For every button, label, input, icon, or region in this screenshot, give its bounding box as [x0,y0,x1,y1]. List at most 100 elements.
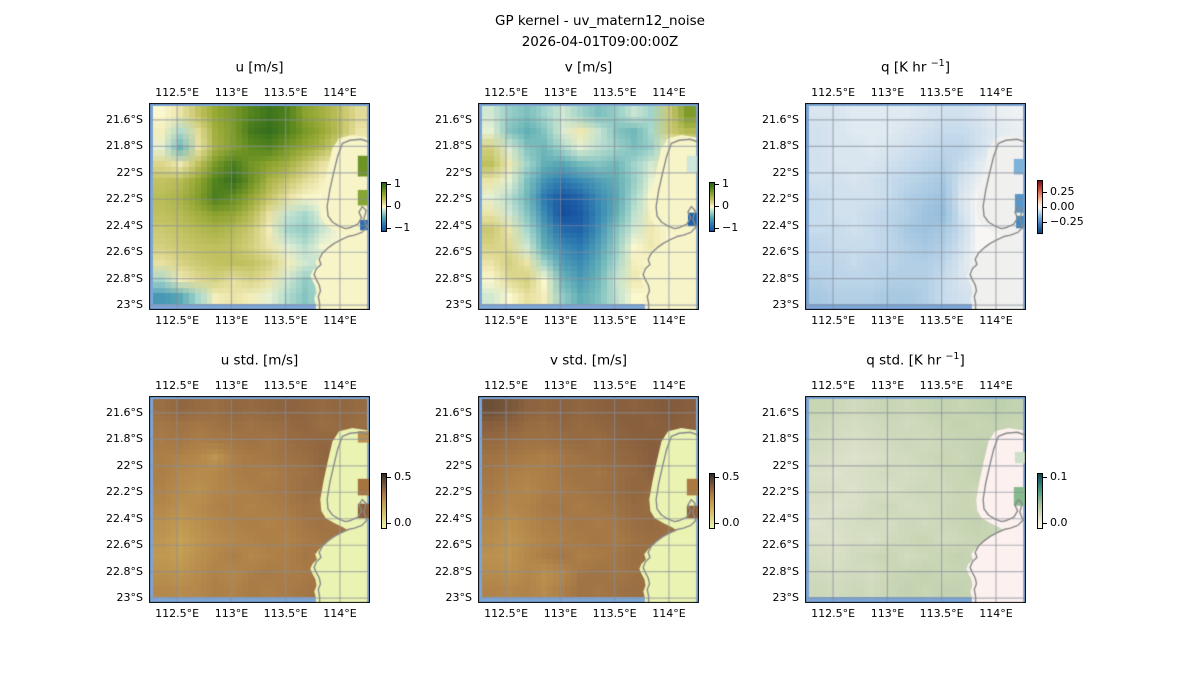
colorbar-tick [1043,523,1047,525]
x-tick-label: 114°E [652,379,686,392]
colorbar-tick [715,476,719,478]
colorbar-tick [387,227,391,229]
x-tick-label: 112.5°E [811,86,856,99]
q_std-colorbar [1037,473,1043,529]
u_std-colorbar [381,473,387,529]
panel-u: u [m/s] [149,60,370,310]
y-tick-label: 22.8°S [435,271,472,285]
panel-q-std: q std. [K hr −1] [805,351,1026,603]
x-tick-label: 113.5°E [919,607,964,620]
q-colorbar [1037,180,1043,234]
x-tick-label: 114°E [979,607,1013,620]
v-std-panel-title: v std. [m/s] [549,352,628,369]
x-tick-label: 113°E [543,607,578,620]
y-tick-label: 22.8°S [435,564,472,578]
colorbar-tick [1043,207,1047,209]
v_std-colorbar [709,473,715,529]
x-tick-label: 113.5°E [263,379,308,392]
y-tick-label: 21.6°S [762,405,799,419]
u-colorbar [381,182,387,232]
x-tick-label: 112.5°E [811,314,856,327]
y-tick-label: 22.4°S [435,218,472,232]
colorbar-tick [715,523,719,525]
y-tick-label: 22.6°S [435,538,472,552]
colorbar-tick-label: 0.25 [1050,184,1075,198]
y-tick-label: 21.6°S [762,112,799,126]
y-tick-label: 22.6°S [762,538,799,552]
x-tick-label: 113.5°E [919,314,964,327]
y-tick-label: 22.8°S [762,271,799,285]
x-tick-label: 113°E [870,607,905,620]
y-tick-label: 22.6°S [762,245,799,259]
colorbar-tick [387,523,391,525]
y-tick-label: 23°S [116,298,143,312]
y-tick-label: 21.6°S [106,405,143,419]
colorbar-tick [387,184,391,186]
colorbar-tick-label: 0.5 [394,469,412,483]
x-tick-label: 113°E [214,379,249,392]
x-tick-label: 114°E [652,607,686,620]
y-tick-label: 22.4°S [762,511,799,525]
y-tick-label: 21.6°S [435,112,472,126]
q-std-panel-title: q std. [K hr −1] [866,351,965,369]
x-tick-label: 112.5°E [155,379,200,392]
q-std-heatmap-canvas [805,396,1026,603]
x-tick-label: 113°E [214,314,249,327]
y-tick-label: 22.2°S [762,192,799,206]
v-panel-title: v [m/s] [564,59,613,76]
y-tick-label: 22.6°S [435,245,472,259]
y-tick-label: 23°S [445,591,472,605]
y-tick-label: 22.8°S [106,564,143,578]
x-tick-label: 112.5°E [811,607,856,620]
panel-u-std: u std. [m/s] [149,353,370,603]
y-tick-label: 22.2°S [106,485,143,499]
figure-suptitle: GP kernel - uv_matern12_noise 2026-04-01… [0,11,1200,53]
colorbar-tick [387,206,391,207]
y-tick-label: 21.6°S [106,112,143,126]
panel-q: q [K hr −1] [805,58,1026,310]
u-heatmap-canvas [149,103,370,310]
q-panel-title: q [K hr −1] [881,58,950,76]
y-tick-label: 22°S [445,165,472,179]
colorbar-tick-label: 0.1 [1050,469,1068,483]
v-heatmap-canvas [478,103,699,310]
x-tick-label: 114°E [979,314,1013,327]
y-tick-label: 23°S [772,298,799,312]
y-tick-label: 22.8°S [106,271,143,285]
suptitle-line1: GP kernel - uv_matern12_noise [495,13,705,29]
colorbar-tick [715,227,719,229]
u-std-heatmap-canvas [149,396,370,603]
y-tick-label: 22.2°S [762,485,799,499]
panel-v: v [m/s] [478,60,699,310]
x-tick-label: 114°E [979,86,1013,99]
colorbar-tick-label: 0.0 [722,516,740,530]
y-tick-label: 23°S [445,298,472,312]
x-tick-label: 113.5°E [592,86,637,99]
y-tick-label: 21.6°S [435,405,472,419]
x-tick-label: 114°E [979,379,1013,392]
x-tick-label: 113.5°E [919,86,964,99]
x-tick-label: 114°E [652,314,686,327]
y-tick-label: 22.2°S [106,192,143,206]
y-tick-label: 21.8°S [106,139,143,153]
y-tick-label: 21.8°S [762,432,799,446]
x-tick-label: 113.5°E [592,379,637,392]
y-tick-label: 21.8°S [762,139,799,153]
x-tick-label: 112.5°E [155,607,200,620]
colorbar-tick-label: −0.25 [1050,214,1084,228]
x-tick-label: 113.5°E [263,86,308,99]
y-tick-label: 22°S [116,458,143,472]
x-tick-label: 112.5°E [811,379,856,392]
colorbar-tick-label: 0 [722,199,729,212]
x-tick-label: 114°E [652,86,686,99]
y-tick-label: 23°S [772,591,799,605]
x-tick-label: 114°E [323,379,357,392]
colorbar-tick-label: 1 [722,177,729,191]
x-tick-label: 113°E [214,607,249,620]
colorbar-tick-label: 0 [394,199,401,212]
y-tick-label: 22.4°S [762,218,799,232]
colorbar-tick [1043,476,1047,478]
colorbar-tick [387,476,391,478]
colorbar-tick [1043,221,1047,223]
